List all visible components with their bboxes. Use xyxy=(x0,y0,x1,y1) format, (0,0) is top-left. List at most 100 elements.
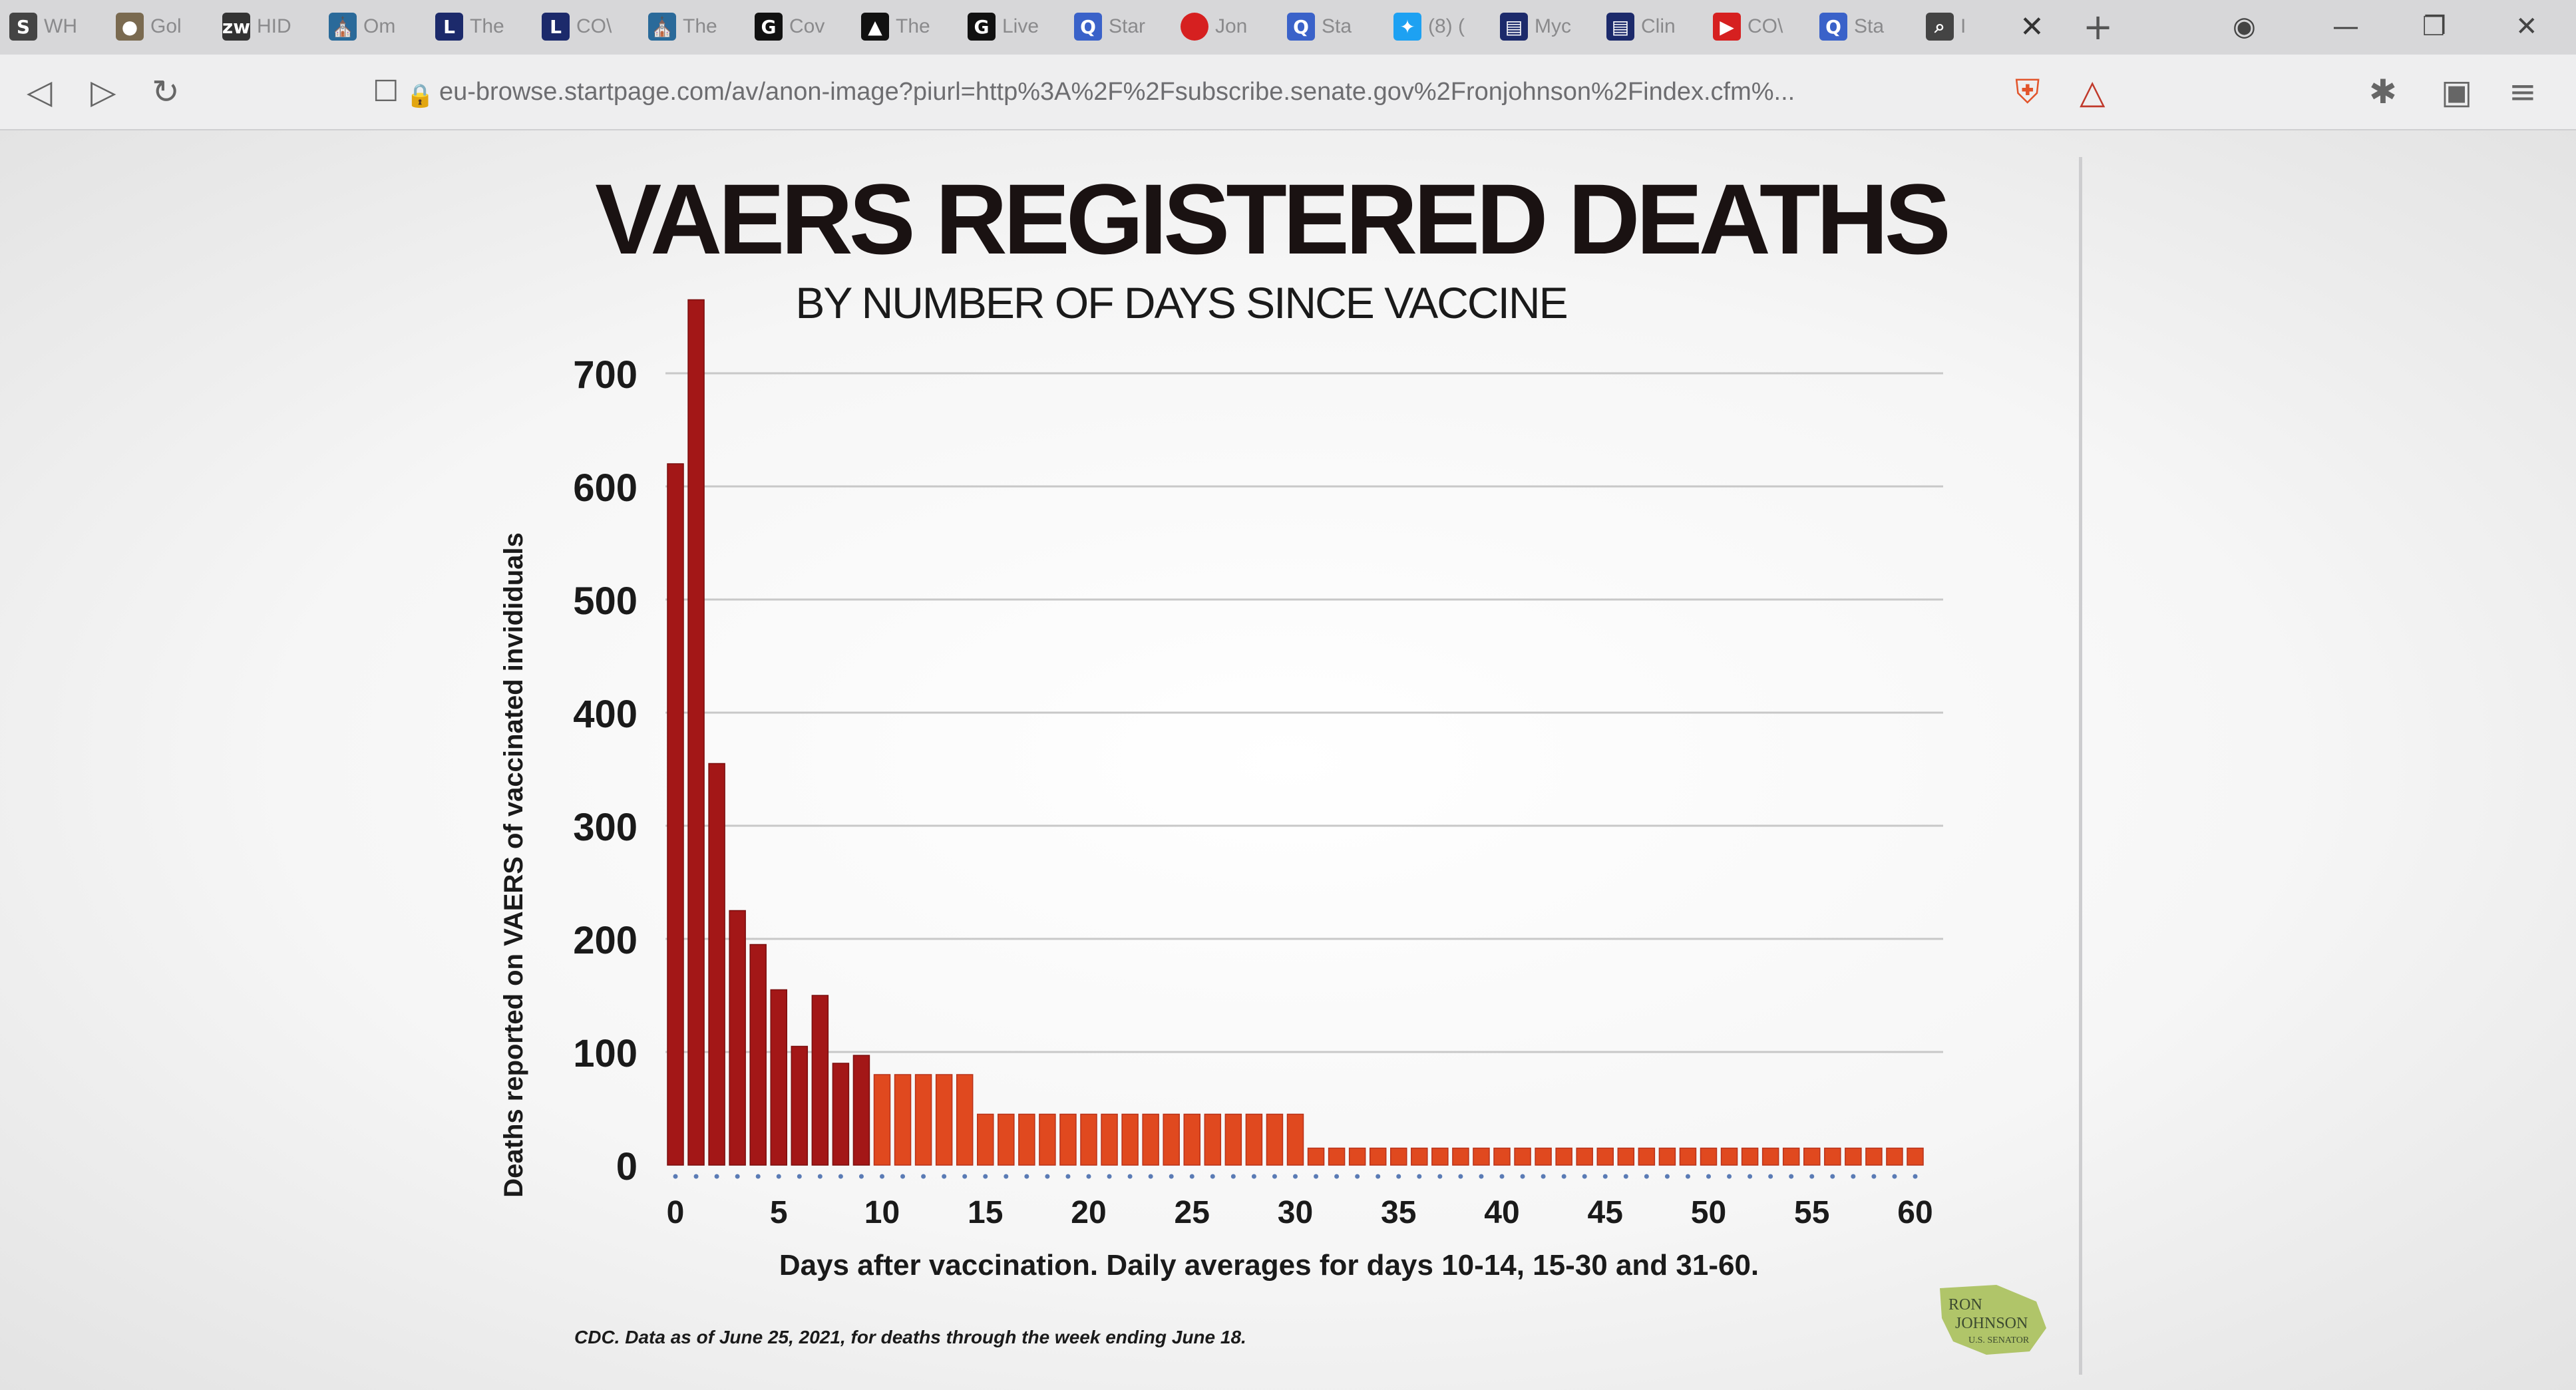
browser-tab-label: Live xyxy=(1002,15,1039,37)
logo: RON JOHNSON U.S. SENATOR xyxy=(1940,1285,2046,1355)
bar xyxy=(1700,1147,1718,1166)
x-tick-label: 40 xyxy=(1484,1195,1519,1230)
browser-tab-label: The xyxy=(683,15,717,37)
bar xyxy=(1886,1147,1903,1166)
axis-dot xyxy=(1499,1174,1505,1179)
browser-tab[interactable]: G Live xyxy=(968,5,1039,48)
browser-tab[interactable]: ● Gol xyxy=(116,5,182,48)
browser-tab[interactable]: ✦ (8) ( xyxy=(1393,5,1465,48)
axis-dot xyxy=(1602,1174,1608,1179)
bar xyxy=(1617,1147,1635,1166)
menu-icon[interactable]: ≡ xyxy=(2509,73,2537,111)
axis-dot xyxy=(735,1174,740,1179)
bar xyxy=(894,1074,912,1166)
y-tick-label: 600 xyxy=(573,466,638,510)
address-bar[interactable]: eu-browse.startpage.com/av/anon-image?pi… xyxy=(439,78,1795,106)
bar xyxy=(1080,1113,1097,1166)
axis-dot xyxy=(880,1174,884,1179)
bar xyxy=(729,910,746,1166)
bar xyxy=(1348,1147,1366,1166)
browser-tab-label: Jon xyxy=(1215,15,1248,37)
bar xyxy=(811,995,829,1166)
browser-tab-label: (8) ( xyxy=(1428,15,1465,37)
back-icon[interactable]: ◁ xyxy=(27,73,53,111)
browser-tab[interactable]: ▤ Clin xyxy=(1606,5,1676,48)
browser-tab[interactable]: ⛪ The xyxy=(648,5,717,48)
avatar-icon: ● xyxy=(116,13,144,41)
search-icon: ⌕ xyxy=(1926,13,1954,41)
axis-dot xyxy=(1727,1174,1732,1179)
browser-tab[interactable]: ▶ CO\ xyxy=(1713,5,1783,48)
close-window-icon[interactable]: ✕ xyxy=(2515,11,2538,42)
bar xyxy=(1286,1113,1304,1166)
bookmark-icon[interactable]: ☐ xyxy=(373,75,399,108)
browser-tab-label: Sta xyxy=(1854,15,1885,37)
y-axis-ticks: 0 100 200 300 400 500 600 700 xyxy=(573,353,638,1188)
x-tick-label: 45 xyxy=(1588,1195,1623,1230)
reload-icon[interactable]: ↻ xyxy=(152,73,180,111)
brave-rewards-icon[interactable]: △ xyxy=(2080,73,2106,111)
source-note: CDC. Data as of June 25, 2021, for death… xyxy=(574,1327,1246,1347)
browser-tab[interactable]: Q Star xyxy=(1074,5,1145,48)
forward-icon[interactable]: ▷ xyxy=(91,73,116,111)
browser-tab[interactable]: L CO\ xyxy=(542,5,612,48)
axis-dot xyxy=(1664,1174,1670,1179)
wallet-icon[interactable]: ▣ xyxy=(2441,73,2473,111)
browser-tab[interactable]: G Cov xyxy=(755,5,825,48)
y-tick-label: 400 xyxy=(573,693,638,736)
axis-dot xyxy=(1458,1174,1463,1179)
browser-tab-label: Cov xyxy=(789,15,825,37)
bar xyxy=(687,299,705,1166)
brave-shield-icon[interactable]: ⛨ xyxy=(2015,73,2040,111)
browser-tab[interactable]: Q Sta xyxy=(1819,5,1884,48)
window-menu-icon[interactable]: ◉ xyxy=(2233,11,2256,42)
browser-tab[interactable]: S WH xyxy=(9,5,77,48)
bar xyxy=(667,463,684,1166)
minimize-icon[interactable]: — xyxy=(2332,11,2359,42)
browser-tab[interactable]: zw HID xyxy=(222,5,291,48)
bar xyxy=(1452,1147,1469,1166)
axis-dot xyxy=(1127,1174,1133,1179)
chart: VAERS REGISTERED DEATHS BY NUMBER OF DAY… xyxy=(499,163,2046,1355)
browser-tab[interactable]: ▲ The xyxy=(861,5,930,48)
axis-dot xyxy=(1148,1174,1153,1179)
browser-tab[interactable]: ⛪ Om xyxy=(329,5,395,48)
browser-tab[interactable]: L The xyxy=(435,5,504,48)
browser-tab-label: Clin xyxy=(1641,15,1676,37)
browser-tab[interactable]: Q Sta xyxy=(1287,5,1352,48)
bar xyxy=(1163,1113,1180,1166)
axis-dot xyxy=(1809,1174,1815,1179)
axis-dot xyxy=(838,1174,843,1179)
bar xyxy=(977,1113,994,1166)
bar xyxy=(1555,1147,1572,1166)
axis-dot xyxy=(1582,1174,1587,1179)
search-q-icon: Q xyxy=(1819,13,1847,41)
axis-dot xyxy=(1685,1174,1690,1179)
axis-dot xyxy=(1871,1174,1877,1179)
chart-title: VAERS REGISTERED DEATHS xyxy=(595,163,1948,275)
bar xyxy=(1204,1113,1222,1166)
maximize-icon[interactable]: ❐ xyxy=(2422,11,2446,42)
bar xyxy=(791,1045,809,1166)
axis-dot xyxy=(921,1174,926,1179)
browser-tab[interactable]: ⌕ I xyxy=(1926,5,1966,48)
x-axis-label: Days after vaccination. Daily averages f… xyxy=(779,1249,1759,1282)
browser-tab-label: Myc xyxy=(1535,15,1571,37)
x-tick-label: 35 xyxy=(1381,1195,1416,1230)
browser-tab[interactable]: ▤ Myc xyxy=(1500,5,1571,48)
logo-line-3: U.S. SENATOR xyxy=(1968,1335,2030,1345)
bar xyxy=(1183,1113,1200,1166)
browser-tab[interactable]: Jon xyxy=(1181,5,1247,48)
close-tab-icon[interactable]: ✕ xyxy=(2020,9,2044,44)
bar xyxy=(935,1074,953,1166)
extensions-icon[interactable]: ✱ xyxy=(2369,73,2397,111)
hospital-icon: ⛪ xyxy=(648,13,676,41)
page-divider xyxy=(2079,157,2082,1375)
axis-dot xyxy=(1561,1174,1566,1179)
browser-tab-label: I xyxy=(1960,15,1966,37)
bar xyxy=(1224,1113,1242,1166)
new-tab-icon[interactable]: + xyxy=(2083,5,2114,48)
browser-tab-label: Sta xyxy=(1322,15,1352,37)
axis-dot xyxy=(1376,1174,1381,1179)
l-icon: L xyxy=(542,13,570,41)
